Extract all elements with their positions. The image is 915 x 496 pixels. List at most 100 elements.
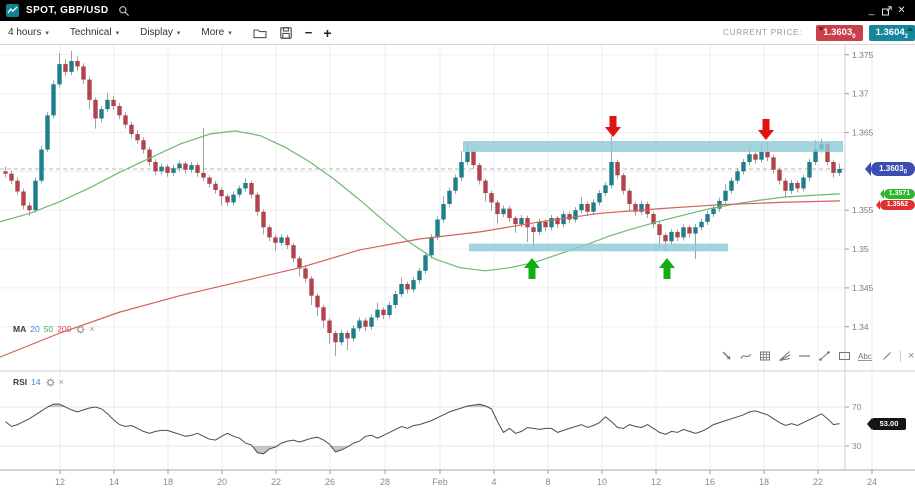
current-price-axis-sub: 0 (903, 169, 907, 176)
candle-body (321, 307, 326, 321)
fan-tool-button[interactable] (778, 350, 791, 362)
time-axis-label: 12 (55, 477, 65, 487)
candle-body (123, 115, 128, 125)
titlebar: SPOT, GBP/USD _ ✕ (0, 0, 915, 21)
zoom-out-button[interactable]: − (304, 25, 313, 40)
horizontal-line-icon (799, 355, 810, 357)
candle-body (249, 182, 254, 195)
save-button[interactable] (279, 26, 292, 39)
candle-body (267, 227, 272, 238)
candle-body (183, 163, 188, 170)
timeframe-dropdown[interactable]: 4 hours ▾ (8, 27, 49, 38)
candle-body (309, 278, 314, 296)
technical-dropdown[interactable]: Technical ▾ (70, 27, 119, 38)
candle-body (483, 180, 488, 194)
timeframe-dropdown-label: 4 hours (8, 27, 42, 38)
candle-body (117, 106, 122, 116)
rsi-settings-button[interactable] (46, 377, 55, 387)
bid-price-badge: 1.36030 (816, 24, 863, 41)
candle-body (285, 237, 290, 246)
rectangle-tool-button[interactable] (838, 350, 851, 362)
candle-body (393, 294, 398, 305)
candle-body (561, 214, 566, 225)
ask-price-badge: 1.36042 (868, 24, 915, 41)
time-axis-label: 18 (759, 477, 769, 487)
display-dropdown-label: Display (140, 27, 173, 38)
candle-body (807, 162, 812, 178)
time-axis-label: 14 (109, 477, 119, 487)
minimize-button[interactable]: _ (868, 5, 875, 16)
ma-settings-button[interactable] (76, 324, 85, 334)
gear-icon (76, 324, 85, 334)
candle-body (447, 190, 452, 204)
candle-body (651, 214, 656, 225)
candle-body (777, 169, 782, 181)
horizontal-line-tool-button[interactable] (798, 350, 811, 362)
rsi-legend-name: RSI (13, 377, 28, 387)
rsi-oversold-fill (5, 446, 840, 454)
display-dropdown[interactable]: Display ▾ (140, 27, 180, 38)
price-zone (463, 141, 843, 152)
technical-dropdown-label: Technical (69, 27, 112, 38)
candle-body (105, 99, 110, 110)
price-axis-label: 1.35 (852, 244, 869, 254)
folder-icon (253, 28, 267, 38)
candle-body (99, 109, 104, 119)
price-axis-label: 1.37 (852, 89, 869, 99)
more-dropdown-label: More (201, 27, 225, 38)
search-icon[interactable] (118, 5, 130, 17)
ma200-line (0, 200, 841, 358)
candle-body (813, 149, 818, 163)
candle-body (261, 211, 266, 228)
candle-body (567, 214, 572, 220)
restore-button[interactable] (879, 5, 894, 16)
candle-body (189, 165, 194, 170)
more-dropdown[interactable]: More ▾ (201, 27, 231, 38)
candle-body (639, 203, 644, 212)
ma50-axis-badge: 1.3571 (884, 189, 915, 199)
candle-body (657, 224, 662, 236)
candle-body (93, 99, 98, 119)
candle-body (495, 202, 500, 215)
time-axis-label: 18 (163, 477, 173, 487)
ma50-line (0, 130, 841, 272)
text-tool-button[interactable]: Abc (858, 350, 874, 362)
candle-body (237, 188, 242, 195)
curve-tool-button[interactable] (740, 350, 752, 362)
candle-body (411, 280, 416, 290)
time-axis-label: 4 (491, 477, 496, 487)
ma-close-button[interactable]: × (89, 324, 95, 334)
rsi-close-button[interactable]: × (58, 377, 64, 387)
cursor-tool-button[interactable] (721, 350, 733, 362)
restore-icon (881, 5, 892, 15)
trendline-tool-button[interactable] (818, 350, 831, 362)
open-folder-button[interactable] (253, 27, 267, 39)
rsi-axis-label: 70 (852, 402, 862, 412)
grid-icon (760, 351, 770, 361)
time-axis-label: 24 (867, 477, 877, 487)
candle-body (597, 193, 602, 203)
buy-arrow-annotation (659, 258, 675, 279)
candle-body (675, 231, 680, 238)
line-tool-button[interactable] (881, 350, 893, 362)
grid-tool-button[interactable] (759, 350, 771, 362)
candle-body (633, 203, 638, 212)
zoom-in-button[interactable]: + (323, 24, 332, 41)
candle-body (147, 149, 152, 163)
candle-body (201, 172, 206, 178)
close-button[interactable]: ✕ (897, 5, 906, 16)
candle-body (69, 60, 74, 72)
candle-body (537, 221, 542, 232)
sell-arrow-annotation (605, 116, 621, 137)
rsi-axis-label: 30 (852, 441, 862, 451)
price-axis-label: 1.355 (852, 205, 874, 215)
candle-body (801, 177, 806, 189)
drawing-toolbar-close-button[interactable]: × (908, 350, 915, 362)
candle-body (627, 190, 632, 204)
candle-body (831, 162, 836, 173)
candle-body (171, 168, 176, 173)
candle-body (9, 173, 14, 181)
candle-body (789, 182, 794, 191)
